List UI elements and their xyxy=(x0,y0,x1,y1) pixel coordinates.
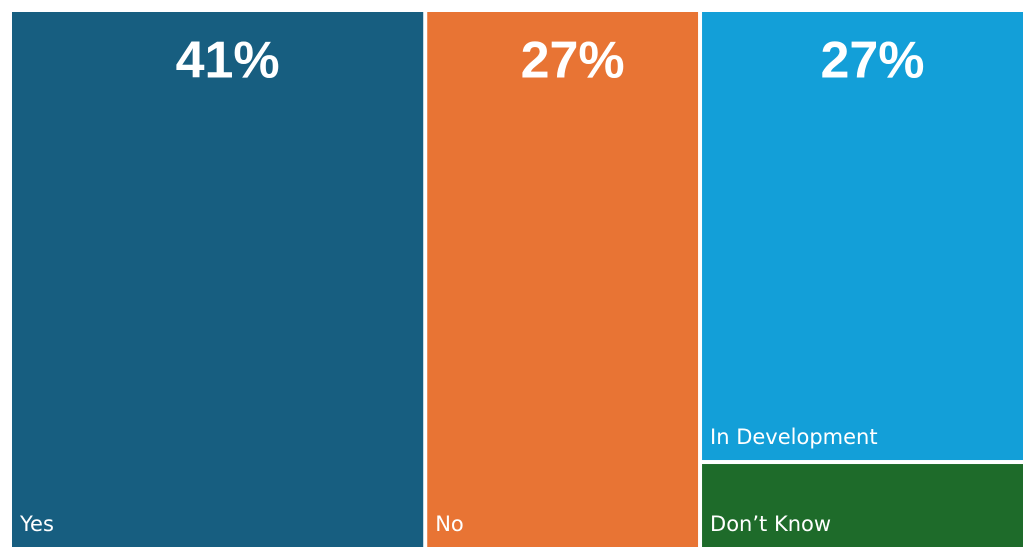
category-label: Yes xyxy=(19,512,54,536)
tile xyxy=(427,12,699,547)
value-label: 27% xyxy=(820,32,924,90)
value-label: 27% xyxy=(521,32,625,90)
category-label: Don’t Know xyxy=(710,512,831,536)
category-label: In Development xyxy=(710,425,878,449)
value-label: 41% xyxy=(176,32,280,90)
tile xyxy=(702,464,1023,547)
category-label: No xyxy=(435,512,464,536)
tile xyxy=(702,12,1023,461)
tile xyxy=(12,12,424,547)
